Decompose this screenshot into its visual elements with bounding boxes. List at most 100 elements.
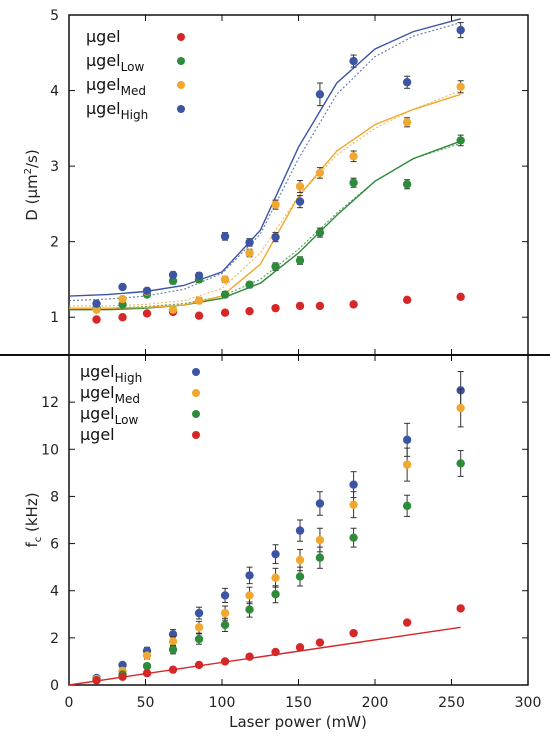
top-fit-line-high [68, 18, 461, 297]
top-point-base [295, 301, 305, 311]
bottom-legend-label: μgel [80, 425, 115, 444]
bottom-y-tick-label: 6 [50, 537, 59, 553]
bottom-point-low [168, 645, 178, 654]
legend-name: μgel [80, 383, 115, 402]
top-point-low [271, 262, 280, 271]
top-ticks: 1 2 3 4 5 [50, 8, 529, 355]
legend-name: μgel [80, 404, 115, 423]
top-point-base [402, 295, 412, 305]
top-point-base [142, 309, 152, 318]
top-point-low [220, 290, 230, 299]
bottom-legend-label: μgelHigh [80, 362, 142, 385]
bottom-y-tick-label: 2 [50, 631, 59, 647]
top-point-base [220, 308, 230, 317]
top-point-high [220, 232, 230, 241]
bottom-legend-marker [192, 431, 200, 439]
bottom-point-high [220, 591, 230, 600]
bottom-fit-line-base [68, 626, 461, 686]
top-legend-label: μgelHigh [86, 99, 148, 122]
legend-name: μgel [80, 425, 115, 444]
bottom-y-tick-label: 12 [41, 395, 59, 411]
top-point-high [118, 282, 127, 292]
top-point-high [315, 90, 325, 99]
top-point-high [402, 78, 412, 87]
top-y-tick-label: 3 [50, 159, 59, 175]
top-legend-label: μgel [86, 27, 121, 46]
top-y-label-end: /s) [23, 149, 41, 168]
bottom-point-base [245, 652, 254, 661]
bottom-point-base [168, 665, 178, 674]
top-y-axis-label: D (μm2/s) [23, 149, 41, 220]
bottom-y-label-main: f [23, 542, 41, 548]
top-point-low [456, 136, 465, 145]
legend-name: μgel [80, 362, 115, 381]
bottom-point-base [349, 628, 358, 638]
top-fit-lines [68, 18, 461, 311]
top-point-base [349, 300, 358, 309]
bottom-point-low [295, 572, 305, 581]
top-point-base [271, 303, 280, 313]
top-point-med [245, 248, 254, 258]
bottom-point-base [194, 660, 204, 670]
bottom-point-high [402, 435, 412, 445]
top-y-label-sup: 2 [23, 168, 34, 174]
top-point-base [315, 301, 325, 311]
top-legend-marker [177, 33, 185, 41]
top-point-high [349, 56, 358, 66]
bottom-y-tick-label: 0 [50, 678, 59, 694]
bottom-point-base [295, 643, 305, 652]
x-tick-label: 300 [515, 695, 542, 711]
bottom-point-base [271, 647, 280, 657]
bottom-point-med [194, 623, 204, 632]
x-tick-label: 200 [362, 695, 389, 711]
top-y-label-unit: μm [23, 174, 41, 198]
top-point-med [118, 294, 127, 304]
top-point-low [245, 280, 254, 289]
top-point-base [245, 306, 254, 316]
bottom-legend-marker [192, 410, 200, 418]
legend-sub: Low [121, 60, 145, 74]
top-point-high [142, 286, 152, 295]
bottom-point-med [245, 591, 254, 600]
top-fit-line-med [69, 93, 461, 309]
bottom-point-low [315, 553, 325, 562]
top-point-med [168, 305, 178, 314]
bottom-legend-marker [192, 389, 200, 397]
top-point-low [402, 180, 412, 189]
top-point-med [295, 182, 305, 191]
top-point-low [315, 228, 325, 237]
top-point-high [295, 197, 305, 206]
top-point-low [168, 276, 178, 286]
bottom-point-low [456, 459, 465, 468]
x-tick-label: 250 [438, 695, 465, 711]
bottom-point-low [194, 634, 204, 644]
bottom-point-high [194, 608, 204, 618]
bottom-point-med [315, 535, 325, 545]
legend-name: μgel [86, 75, 121, 94]
bottom-y-axis-label: fc (kHz) [23, 492, 44, 547]
bottom-y-label-sub: c [33, 537, 44, 543]
top-point-base [456, 292, 465, 302]
bottom-point-med [349, 500, 358, 509]
top-point-med [194, 296, 204, 305]
top-point-med [271, 200, 280, 209]
top-legend-marker [177, 57, 185, 65]
bottom-point-high [118, 660, 127, 670]
bottom-point-low [245, 605, 254, 614]
x-tick-label: 50 [137, 695, 155, 711]
top-point-med [402, 118, 412, 127]
bottom-point-med [142, 651, 152, 660]
bottom-point-high [271, 549, 280, 559]
bottom-point-low [349, 533, 358, 542]
bottom-point-base [118, 672, 127, 681]
top-y-tick-label: 4 [50, 84, 59, 100]
bottom-point-base [142, 669, 152, 678]
bottom-point-med [220, 608, 230, 618]
x-tick-label: 150 [285, 695, 312, 711]
top-y-tick-label: 2 [50, 235, 59, 251]
top-legend-marker [177, 105, 185, 113]
top-point-med [456, 82, 465, 91]
top-fit-line-low-dotted [69, 142, 461, 309]
